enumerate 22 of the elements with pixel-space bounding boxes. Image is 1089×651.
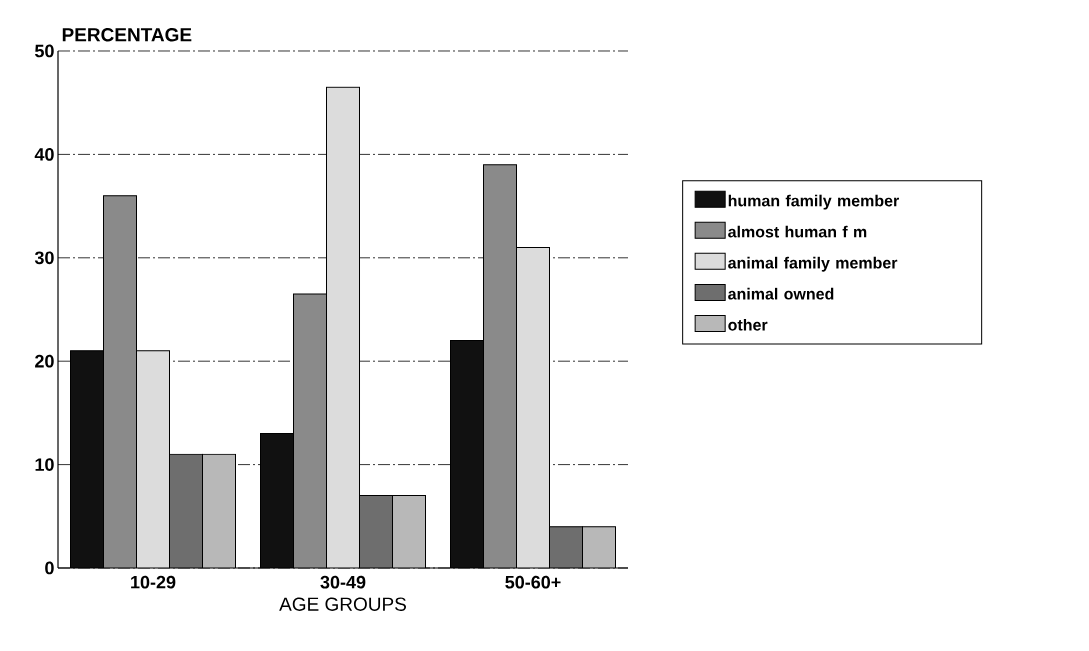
legend-label: animal family member [728, 256, 898, 272]
legend-label: animal owned [728, 287, 834, 300]
bar [103, 195, 137, 568]
x-axis-title: AGE GROUPS [279, 597, 406, 611]
x-tick-label: 30-49 [320, 575, 366, 589]
bar [260, 433, 294, 568]
y-tick-label: 40 [34, 148, 54, 161]
y-axis-title: PERCENTAGE [62, 28, 192, 42]
bar [293, 293, 327, 568]
y-tick-label: 20 [35, 354, 54, 368]
y-tick-label: 10 [35, 458, 54, 471]
x-tick-label: 50-60+ [505, 575, 561, 589]
y-tick-label: 50 [35, 44, 54, 58]
legend-label: almost human f m [728, 225, 867, 238]
y-tick-label: 0 [45, 561, 54, 575]
legend-label: human family member [728, 194, 900, 210]
bar [483, 164, 517, 568]
x-tick-label: 10-29 [131, 575, 176, 589]
y-tick-label: 30 [34, 251, 54, 265]
bar [70, 350, 104, 568]
bar [450, 340, 485, 568]
legend-label: other [728, 318, 768, 331]
